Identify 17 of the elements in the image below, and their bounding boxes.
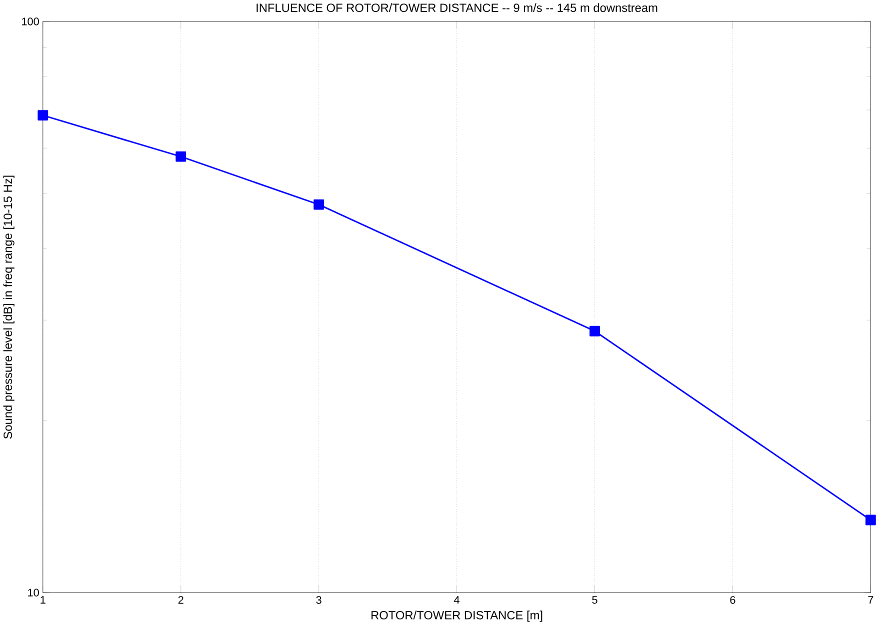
y-axis-title: Sound pressure level [dB] in freq range [10-15 Hz]: [3, 176, 14, 439]
x-tick-label: 4: [454, 596, 460, 604]
y-tick-label: 10: [28, 588, 39, 596]
point: [38, 110, 48, 121]
x-tick-label: 3: [316, 596, 322, 604]
x-tick-label: 5: [592, 596, 598, 604]
point: [865, 514, 876, 526]
point: [176, 151, 186, 162]
y-tick-label: 100: [22, 18, 39, 26]
x-axis-title: ROTOR/TOWER DISTANCE [m]: [372, 610, 542, 622]
point: [314, 199, 324, 210]
chart-title: INFLUENCE OF ROTOR/TOWER DISTANCE -- 9 m/s -- 145 m downstream: [256, 3, 658, 12]
x-tick-label: 6: [730, 596, 736, 604]
x-tick-label: 2: [178, 596, 184, 604]
x-tick-label: 7: [868, 596, 874, 604]
point: [590, 326, 600, 336]
x-tick-label: 1: [40, 596, 46, 604]
